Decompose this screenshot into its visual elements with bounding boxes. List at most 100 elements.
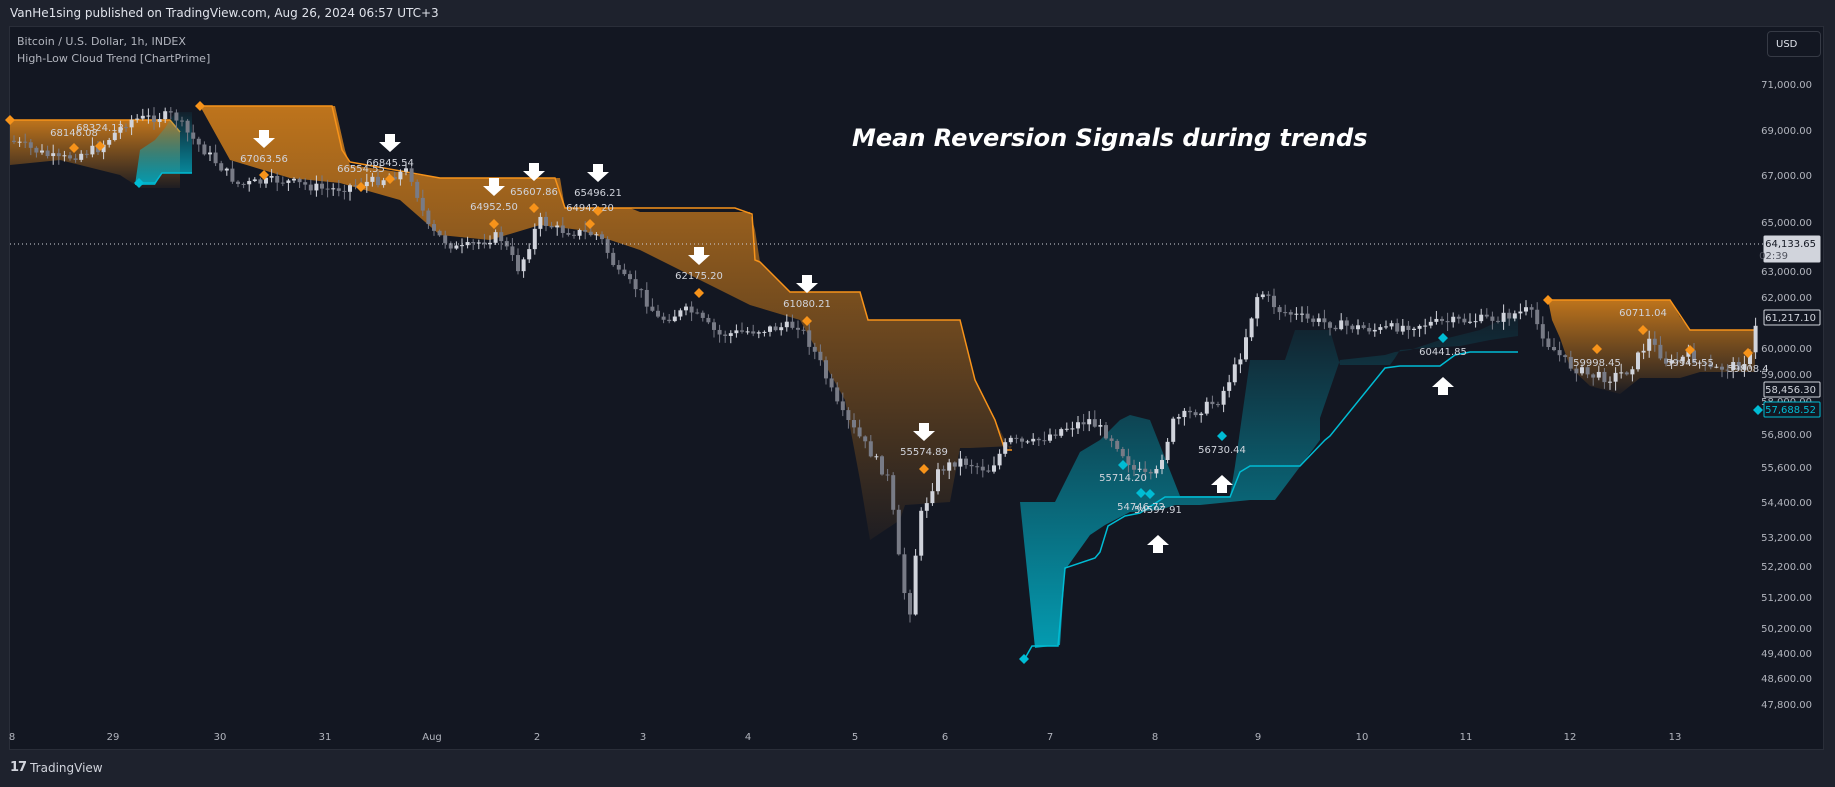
- time-tick: 7: [1047, 732, 1053, 743]
- bearish-signal-label: 62175.20: [675, 271, 723, 282]
- time-tick: 9: [1255, 732, 1261, 743]
- bearish-signal-label: 59998.45: [1573, 358, 1621, 369]
- bearish-signal-label: 68324.13: [76, 123, 124, 134]
- bearish-signal-diamond-icon: [1685, 345, 1695, 355]
- bearish-signal-diamond-icon: [1638, 325, 1648, 335]
- chart-legend: Bitcoin / U.S. Dollar, 1h, INDEX High-Lo…: [17, 33, 210, 67]
- bearish-signal-diamond-icon: [95, 141, 105, 151]
- bearish-signal-label: 59808.4: [1727, 364, 1768, 375]
- price-tag: [1763, 381, 1821, 398]
- time-tick: 11: [1460, 732, 1473, 743]
- indicator-legend[interactable]: High-Low Cloud Trend [ChartPrime]: [17, 52, 211, 65]
- price-tick: 51,200.00: [1761, 593, 1812, 604]
- arrow-down-icon: [379, 134, 401, 152]
- price-tick: 67,000.00: [1761, 171, 1812, 182]
- bullish-cloud: [1020, 315, 1518, 648]
- price-tick: 50,200.00: [1761, 624, 1812, 635]
- price-tick: 60,000.00: [1761, 344, 1812, 355]
- price-tick: 49,400.00: [1761, 649, 1812, 660]
- price-tag-label: 64,133.65: [1765, 239, 1816, 250]
- price-tick: 63,000.00: [1761, 267, 1812, 278]
- bearish-signal-diamond-icon: [195, 101, 205, 111]
- price-tick: 47,800.00: [1761, 700, 1812, 711]
- price-axis[interactable]: 71,000.00 69,000.00 67,000.00 65,000.00 63,0…: [1759, 80, 1821, 711]
- price-tick: 48,600.00: [1761, 674, 1812, 685]
- bullish-signal-label: 54597.91: [1134, 505, 1182, 516]
- bearish-signal-diamond-icon: [69, 143, 79, 153]
- arrow-down-icon: [796, 275, 818, 293]
- bullish-cloud: [135, 112, 192, 185]
- bullish-signal-label: 54746.72: [1117, 502, 1165, 513]
- bearish-signal-diamond-icon: [259, 170, 269, 180]
- price-tick: 56,800.00: [1761, 430, 1812, 441]
- arrow-down-icon: [913, 423, 935, 441]
- price-tick: 71,000.00: [1761, 80, 1812, 91]
- bullish-signal-label: 60441.85: [1419, 347, 1467, 358]
- bullish-signal-diamond-icon: [1753, 405, 1763, 415]
- bearish-signal-label: 65607.86: [510, 187, 558, 198]
- currency-button[interactable]: USD: [1767, 31, 1821, 57]
- bearish-signal-label: 65496.21: [574, 188, 622, 199]
- bullish-signal-diamond-icon: [1217, 431, 1227, 441]
- bearish-signal-diamond-icon: [919, 464, 929, 474]
- price-tick: 52,200.00: [1761, 562, 1812, 573]
- price-tick: 54,400.00: [1761, 498, 1812, 509]
- time-tick: 8: [9, 732, 15, 743]
- bullish-cloud-edge: [1023, 351, 1518, 661]
- time-tick: 5: [852, 732, 858, 743]
- candles-layer: [12, 107, 1758, 623]
- bullish-signal-diamond-icon: [1145, 489, 1155, 499]
- price-tag: [1763, 401, 1821, 418]
- price-tag: [1763, 309, 1821, 326]
- bearish-cloud: [1548, 300, 1755, 394]
- symbol-legend[interactable]: Bitcoin / U.S. Dollar, 1h, INDEX: [17, 35, 186, 48]
- price-tag-label: 61,217.10: [1765, 313, 1816, 324]
- time-tick: 8: [1152, 732, 1158, 743]
- publish-bar: VanHe1sing published on TradingView.com,…: [0, 0, 1835, 26]
- bullish-signal-label: 56730.44: [1198, 445, 1246, 456]
- price-tag: [1763, 235, 1821, 263]
- time-axis[interactable]: 8 29 30 31 Aug 2 3 4 5 6 7 8 9 10 11 12 13: [9, 732, 1682, 743]
- brand-text[interactable]: TradingView: [30, 760, 103, 775]
- bearish-signal-diamond-icon: [585, 219, 595, 229]
- bearish-signal-diamond-icon: [802, 316, 812, 326]
- price-tick: 62,000.00: [1761, 293, 1812, 304]
- bearish-signal-label: 55574.89: [900, 447, 948, 458]
- time-tick: 12: [1564, 732, 1577, 743]
- bearish-signal-label: 59945.55: [1666, 358, 1714, 369]
- bearish-signal-diamond-icon: [593, 206, 603, 216]
- time-tick: 31: [319, 732, 332, 743]
- bullish-signal-diamond-icon: [1136, 488, 1146, 498]
- bearish-signal-label: 64942.20: [566, 203, 614, 214]
- bullish-signal-diamond-icon: [1438, 333, 1448, 343]
- bearish-signal-diamond-icon: [1543, 295, 1553, 305]
- bullish-signal-diamond-icon: [1019, 654, 1029, 664]
- price-tick: 69,000.00: [1761, 126, 1812, 137]
- arrow-down-icon: [523, 163, 545, 181]
- annotation-text: Mean Reversion Signals during trends: [852, 124, 1367, 152]
- tradingview-logo-icon[interactable]: 17: [10, 760, 27, 775]
- bearish-cloud-edge: [1548, 299, 1755, 331]
- price-tick: 59,000.00: [1761, 370, 1812, 381]
- arrow-up-icon: [1211, 475, 1233, 493]
- arrow-up-icon: [1147, 535, 1169, 553]
- publisher-text: VanHe1sing published on TradingView.com,…: [10, 6, 439, 20]
- price-tick: 55,600.00: [1761, 463, 1812, 474]
- bullish-signal-diamond-icon: [134, 178, 144, 188]
- time-tick: 6: [942, 732, 948, 743]
- bearish-signal-diamond-icon: [356, 182, 366, 192]
- price-tick: 53,200.00: [1761, 533, 1812, 544]
- time-tick: 3: [640, 732, 646, 743]
- bearish-signal-label: 60711.04: [1619, 308, 1667, 319]
- time-tick: Aug: [422, 732, 442, 743]
- time-tick: 10: [1356, 732, 1369, 743]
- time-tick: 2: [534, 732, 540, 743]
- bearish-signal-diamond-icon: [529, 203, 539, 213]
- countdown-label: 02:39: [1759, 251, 1788, 262]
- arrow-down-icon: [587, 164, 609, 182]
- time-tick: 13: [1669, 732, 1682, 743]
- bullish-signal-diamond-icon: [1118, 460, 1128, 470]
- bearish-signal-diamond-icon: [489, 219, 499, 229]
